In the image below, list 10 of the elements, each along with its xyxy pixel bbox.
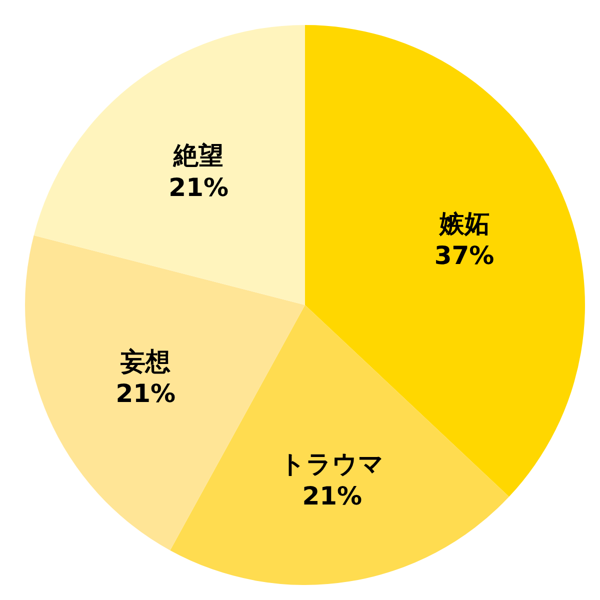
slice-label: 絶望 [172, 140, 224, 170]
pie-slice [34, 25, 305, 305]
data-label: 21% [116, 378, 176, 408]
pie-slice [25, 235, 305, 550]
slice-label: トラウマ [280, 449, 384, 478]
data-label: 21% [168, 172, 229, 202]
data-label: 21% [302, 481, 362, 510]
slice-label: 妄想 [120, 346, 171, 376]
data-label: 37% [434, 241, 494, 270]
slice-label: 嫉妬 [438, 209, 490, 238]
